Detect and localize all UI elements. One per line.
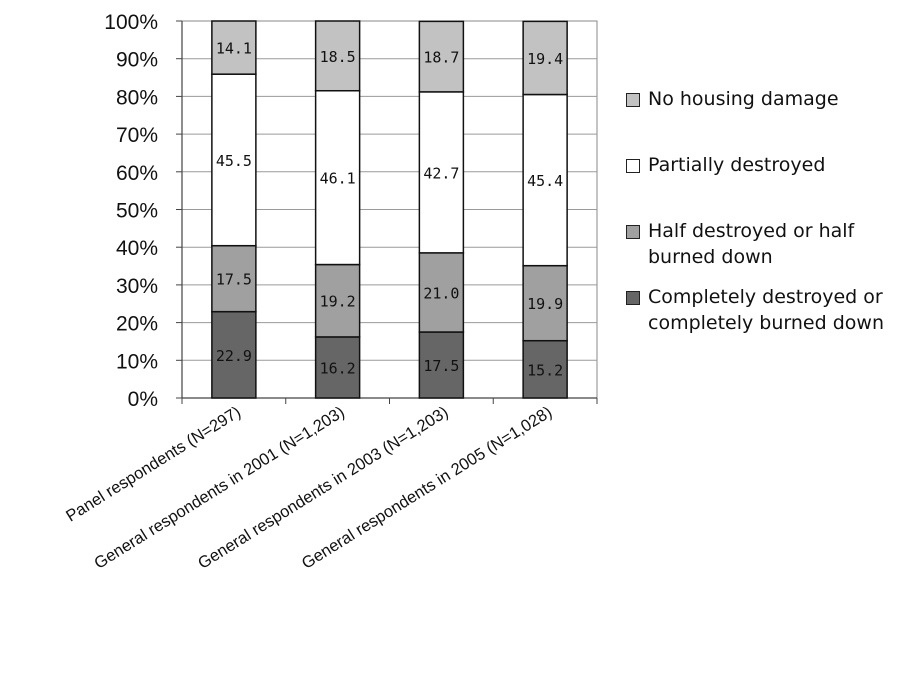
legend-item-no-housing-damage: No housing damage [626,86,911,112]
data-label: 45.4 [527,172,563,190]
data-label: 14.1 [216,40,252,58]
data-label: 19.9 [527,295,563,313]
data-label: 45.5 [216,152,252,170]
bar-segment [522,20,568,96]
legend-label: Partially destroyed [648,154,826,176]
bar-segment [314,20,361,92]
data-label: 19.2 [320,293,356,311]
data-label: 46.1 [320,170,356,188]
legend-swatch-no-housing-damage [626,93,640,107]
y-tick-label: 30% [116,275,158,298]
data-label: 17.5 [216,271,252,289]
y-tick-label: 10% [116,350,158,373]
bar-segment [314,336,361,399]
data-label: 17.5 [423,357,459,375]
bar-segment [418,20,465,93]
y-tick-label: 20% [116,313,158,336]
bar-segment [211,73,257,247]
y-tick-label: 70% [116,124,158,147]
data-label: 18.7 [423,49,459,67]
legend-item-completely-destroyed: Completely destroyed or completely burne… [626,284,911,336]
legend-item-partially-destroyed: Partially destroyed [626,152,911,178]
legend-swatch-completely-destroyed [626,291,640,305]
data-label: 15.2 [527,361,563,379]
y-tick-label: 80% [116,86,158,109]
data-label: 16.2 [320,359,356,377]
legend-swatch-partially-destroyed [626,159,640,173]
legend-swatch-half-destroyed [626,225,640,239]
y-tick-label: 50% [116,200,158,223]
bar-segment [522,339,568,399]
data-label: 18.5 [320,48,356,66]
y-tick-label: 100% [104,11,158,34]
legend-item-half-destroyed: Half destroyed or half burned down [626,218,888,270]
bar-segment [418,331,465,399]
y-tick-label: 60% [116,162,158,185]
bar-segment [211,244,257,313]
y-tick-label: 90% [116,49,158,72]
bar-segment [522,93,568,267]
legend-label: Half destroyed or half burned down [648,220,855,268]
legend-label: No housing damage [648,88,839,110]
bar-segment [314,263,361,338]
x-category-label: Panel respondents (N=297) [63,403,244,525]
bar-segment [211,20,257,75]
data-label: 19.4 [527,50,563,68]
data-label: 21.0 [423,284,459,302]
data-label: 42.7 [423,164,459,182]
bar-segment [314,89,361,266]
legend-label: Completely destroyed or completely burne… [648,286,884,334]
y-tick-label: 0% [128,388,158,411]
data-label: 22.9 [216,347,252,365]
y-tick-label: 40% [116,237,158,260]
